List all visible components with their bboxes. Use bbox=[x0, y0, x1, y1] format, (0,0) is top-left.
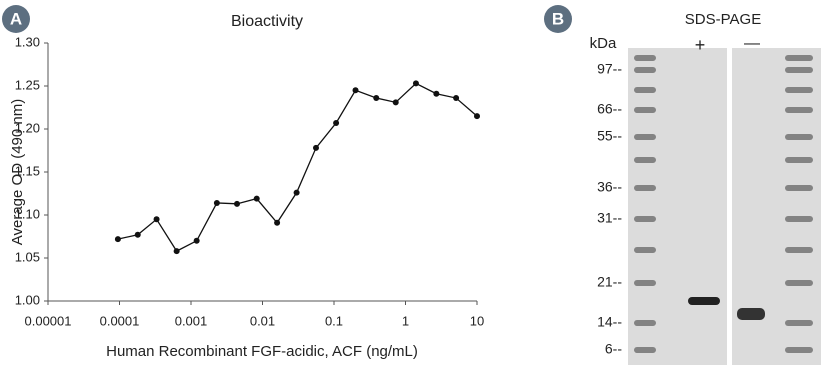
ladder-band bbox=[634, 134, 656, 140]
ladder-band bbox=[785, 347, 813, 353]
point bbox=[393, 99, 399, 105]
ladder-band bbox=[785, 320, 813, 326]
ladder-band bbox=[785, 67, 813, 73]
figure: A B Bioactivity Average OD (490 nm) Huma… bbox=[0, 0, 821, 365]
y-tick-label: 1.00 bbox=[15, 292, 40, 307]
ladder-band bbox=[785, 107, 813, 113]
protein-band bbox=[688, 297, 720, 305]
ladder-band bbox=[634, 320, 656, 326]
marker-label: 97-- bbox=[597, 61, 622, 77]
y-tick-label: 1.20 bbox=[15, 120, 40, 135]
point bbox=[174, 248, 180, 254]
protein-band bbox=[737, 308, 765, 320]
x-tick-label: 10 bbox=[470, 313, 484, 328]
line bbox=[118, 83, 477, 251]
x-axis-label: Human Recombinant FGF-acidic, ACF (ng/mL… bbox=[106, 343, 418, 360]
x-tick-label: 0.01 bbox=[250, 313, 275, 328]
ladder-band bbox=[785, 55, 813, 61]
x-tick-label: 0.0001 bbox=[100, 313, 140, 328]
point bbox=[154, 216, 160, 222]
chart-title: Bioactivity bbox=[231, 13, 303, 30]
point bbox=[333, 120, 339, 126]
marker-label: 6-- bbox=[605, 341, 622, 357]
ladder-band bbox=[634, 247, 656, 253]
ladder-band bbox=[785, 134, 813, 140]
ladder-band bbox=[634, 347, 656, 353]
y-tick-label: 1.15 bbox=[15, 163, 40, 178]
marker-label: 31-- bbox=[597, 210, 622, 226]
point bbox=[353, 87, 359, 93]
gel-image bbox=[628, 48, 821, 365]
lane-label: — bbox=[744, 35, 760, 52]
point bbox=[214, 200, 220, 206]
y-tick-label: 1.05 bbox=[15, 249, 40, 264]
point bbox=[413, 80, 419, 86]
lane-label: + bbox=[695, 35, 706, 55]
point bbox=[313, 145, 319, 151]
x-tick-label: 0.00001 bbox=[25, 313, 72, 328]
x-tick-label: 0.001 bbox=[175, 313, 208, 328]
point bbox=[115, 236, 121, 242]
point bbox=[135, 232, 141, 238]
point bbox=[194, 238, 200, 244]
ladder-band bbox=[634, 157, 656, 163]
point bbox=[433, 91, 439, 97]
ladder-band bbox=[634, 55, 656, 61]
point bbox=[254, 196, 260, 202]
point bbox=[474, 113, 480, 119]
marker-label: 21-- bbox=[597, 274, 622, 290]
panel-label: A bbox=[10, 9, 22, 28]
ladder-band bbox=[634, 67, 656, 73]
ladder-band bbox=[785, 157, 813, 163]
point bbox=[234, 201, 240, 207]
marker-label: 66-- bbox=[597, 101, 622, 117]
marker-label: 55-- bbox=[597, 128, 622, 144]
ladder-band bbox=[785, 280, 813, 286]
point bbox=[294, 190, 300, 196]
ladder-band bbox=[785, 185, 813, 191]
x-tick-label: 0.1 bbox=[325, 313, 343, 328]
ladder-band bbox=[785, 247, 813, 253]
y-tick-label: 1.30 bbox=[15, 34, 40, 49]
ladder-band bbox=[634, 107, 656, 113]
ladder-band bbox=[634, 280, 656, 286]
x-tick-label: 1 bbox=[402, 313, 409, 328]
ladder-band bbox=[785, 216, 813, 222]
y-tick-label: 1.25 bbox=[15, 77, 40, 92]
point bbox=[274, 220, 280, 226]
ladder-band bbox=[634, 87, 656, 93]
point bbox=[453, 95, 459, 101]
ladder-band bbox=[634, 185, 656, 191]
panel-label: B bbox=[552, 9, 564, 28]
point bbox=[373, 95, 379, 101]
gel-unit-label: kDa bbox=[590, 35, 617, 52]
ladder-band bbox=[785, 87, 813, 93]
gel-title: SDS-PAGE bbox=[685, 11, 761, 28]
marker-label: 14-- bbox=[597, 314, 622, 330]
marker-label: 36-- bbox=[597, 179, 622, 195]
ladder-band bbox=[634, 216, 656, 222]
y-tick-label: 1.10 bbox=[15, 206, 40, 221]
